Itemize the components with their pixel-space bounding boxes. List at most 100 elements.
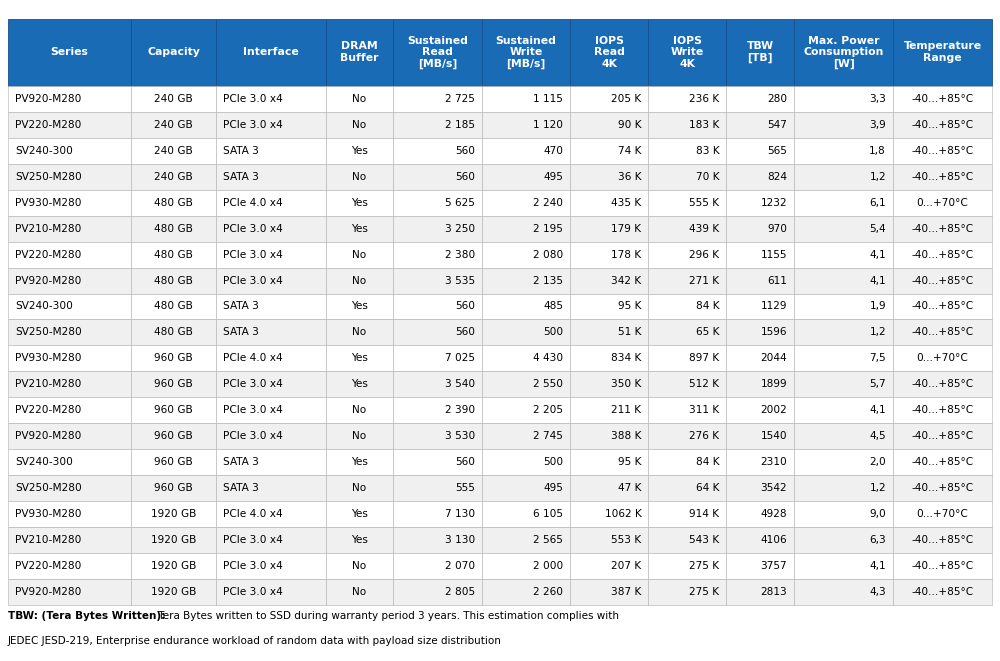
Bar: [893, 346, 992, 371]
Bar: [893, 138, 992, 164]
Text: 834 K: 834 K: [611, 354, 641, 364]
Text: 3 540: 3 540: [445, 379, 475, 389]
Text: PCIe 3.0 x4: PCIe 3.0 x4: [223, 276, 283, 286]
Text: PV920-M280: PV920-M280: [15, 587, 81, 597]
Bar: [482, 190, 570, 215]
Bar: [393, 293, 482, 319]
Bar: [726, 242, 794, 268]
Text: -40...+85°C: -40...+85°C: [911, 172, 974, 182]
Bar: [570, 293, 648, 319]
Text: 960 GB: 960 GB: [154, 379, 193, 389]
Bar: [216, 138, 326, 164]
Text: 74 K: 74 K: [618, 146, 641, 156]
Bar: [216, 319, 326, 346]
Text: 824: 824: [767, 172, 787, 182]
Text: 553 K: 553 K: [611, 535, 641, 545]
Bar: [893, 268, 992, 293]
Bar: [131, 423, 216, 449]
Text: No: No: [352, 561, 367, 571]
Bar: [648, 268, 726, 293]
Text: 1,8: 1,8: [869, 146, 886, 156]
Bar: [326, 190, 393, 215]
Text: SATA 3: SATA 3: [223, 483, 259, 493]
Text: -40...+85°C: -40...+85°C: [911, 405, 974, 415]
Bar: [726, 268, 794, 293]
Bar: [8, 268, 131, 293]
Text: 3 535: 3 535: [445, 276, 475, 286]
Text: 5,7: 5,7: [869, 379, 886, 389]
Text: 495: 495: [543, 172, 563, 182]
Bar: [482, 501, 570, 527]
Bar: [794, 268, 893, 293]
Text: 611: 611: [767, 276, 787, 286]
Text: 2 135: 2 135: [533, 276, 563, 286]
Bar: [648, 164, 726, 190]
Bar: [570, 553, 648, 579]
Bar: [648, 319, 726, 346]
Text: 47 K: 47 K: [618, 483, 641, 493]
Text: -40...+85°C: -40...+85°C: [911, 561, 974, 571]
Bar: [482, 268, 570, 293]
Bar: [216, 527, 326, 553]
Text: -40...+85°C: -40...+85°C: [911, 223, 974, 233]
Bar: [482, 86, 570, 112]
Text: SATA 3: SATA 3: [223, 172, 259, 182]
Text: 1899: 1899: [761, 379, 787, 389]
Text: SATA 3: SATA 3: [223, 146, 259, 156]
Text: 1129: 1129: [761, 301, 787, 311]
Bar: [8, 423, 131, 449]
Text: Series: Series: [50, 47, 88, 58]
Bar: [648, 501, 726, 527]
Text: 2044: 2044: [761, 354, 787, 364]
Bar: [393, 268, 482, 293]
Bar: [326, 268, 393, 293]
Text: 65 K: 65 K: [696, 327, 719, 337]
Text: PV220-M280: PV220-M280: [15, 250, 81, 260]
Text: PCIe 3.0 x4: PCIe 3.0 x4: [223, 535, 283, 545]
Bar: [131, 501, 216, 527]
Text: No: No: [352, 276, 367, 286]
Text: 480 GB: 480 GB: [154, 250, 193, 260]
Text: PV920-M280: PV920-M280: [15, 431, 81, 441]
Text: 2 550: 2 550: [533, 379, 563, 389]
Text: 271 K: 271 K: [689, 276, 719, 286]
Bar: [8, 242, 131, 268]
Bar: [8, 346, 131, 371]
Text: 2 240: 2 240: [533, 198, 563, 208]
Text: 2 745: 2 745: [533, 431, 563, 441]
Text: 480 GB: 480 GB: [154, 223, 193, 233]
Bar: [216, 475, 326, 501]
Bar: [8, 501, 131, 527]
Bar: [482, 293, 570, 319]
Bar: [648, 138, 726, 164]
Bar: [726, 112, 794, 138]
Bar: [393, 164, 482, 190]
Bar: [326, 112, 393, 138]
Text: -40...+85°C: -40...+85°C: [911, 379, 974, 389]
Bar: [216, 449, 326, 475]
Bar: [893, 319, 992, 346]
Bar: [570, 319, 648, 346]
Text: 280: 280: [767, 94, 787, 104]
Bar: [893, 164, 992, 190]
Text: 275 K: 275 K: [689, 561, 719, 571]
Text: 205 K: 205 K: [611, 94, 641, 104]
Text: PCIe 3.0 x4: PCIe 3.0 x4: [223, 561, 283, 571]
Bar: [794, 553, 893, 579]
Text: 1540: 1540: [761, 431, 787, 441]
Text: PV220-M280: PV220-M280: [15, 405, 81, 415]
Bar: [570, 164, 648, 190]
Bar: [131, 19, 216, 86]
Bar: [648, 527, 726, 553]
Bar: [8, 475, 131, 501]
Bar: [726, 86, 794, 112]
Bar: [726, 449, 794, 475]
Bar: [326, 319, 393, 346]
Bar: [648, 449, 726, 475]
Text: PV930-M280: PV930-M280: [15, 354, 82, 364]
Bar: [131, 190, 216, 215]
Text: 2 195: 2 195: [533, 223, 563, 233]
Text: SV240-300: SV240-300: [15, 457, 73, 467]
Bar: [726, 579, 794, 605]
Text: 960 GB: 960 GB: [154, 431, 193, 441]
